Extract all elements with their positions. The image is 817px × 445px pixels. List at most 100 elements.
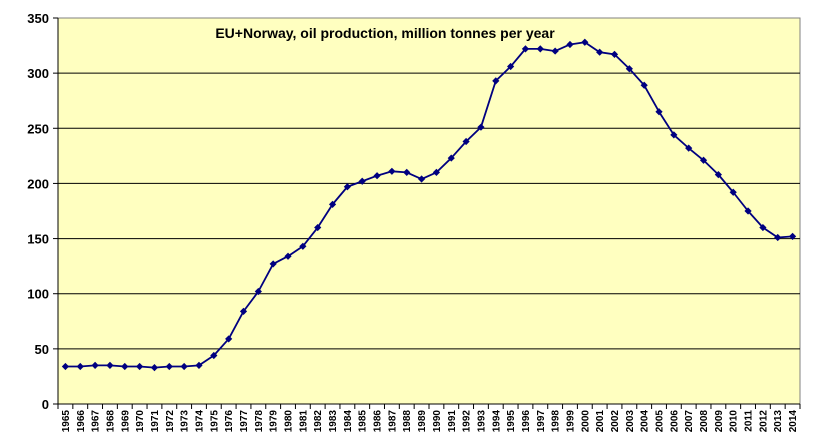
x-tick-label-2007: 2007 [684,410,695,433]
y-tick-label-250: 250 [27,121,49,136]
data-point-1976 [225,335,233,343]
data-point-1979 [269,260,277,268]
chart-title: EU+Norway, oil production, million tonne… [215,25,555,41]
data-point-1992 [462,137,470,146]
x-tick-label-1994: 1994 [491,410,502,433]
y-tick-label-200: 200 [27,176,49,191]
data-point-1980 [284,252,292,260]
data-point-1990 [432,168,441,176]
x-tick-label-1973: 1973 [180,410,191,433]
data-point-2005 [655,108,663,116]
x-tick-label-2010: 2010 [729,410,740,433]
data-point-1987 [388,167,396,175]
x-tick-label-1981: 1981 [298,410,309,433]
data-point-1974 [195,361,203,369]
data-point-1982 [314,223,322,232]
x-tick-label-2014: 2014 [788,410,799,433]
data-point-1997 [536,45,544,53]
data-point-1972 [165,362,173,371]
x-tick-label-1987: 1987 [387,410,398,433]
y-tick-label-100: 100 [27,287,49,302]
x-tick-label-1995: 1995 [506,410,517,433]
data-point-1966 [76,362,84,371]
y-tick-label-350: 350 [27,11,49,26]
data-point-2002 [610,50,619,58]
data-point-1968 [106,361,114,369]
data-point-1998 [551,47,559,55]
y-axis-ticks: 0 50 100 150 200 250 300 350 [27,11,58,412]
x-tick-label-2004: 2004 [640,410,651,433]
x-tick-label-2005: 2005 [655,410,666,433]
data-point-1965 [61,362,70,371]
data-point-1971 [150,364,159,372]
data-point-1999 [566,40,574,49]
x-tick-label-1965: 1965 [61,410,72,433]
data-point-1981 [299,242,307,250]
x-tick-label-1984: 1984 [343,410,354,433]
x-axis-ticks: 1965 1966 1967 1968 1969 1970 1971 1972 1973 1974… [57,404,801,433]
x-tick-label-1999: 1999 [565,410,576,433]
data-point-1988 [403,168,411,176]
x-tick-label-1997: 1997 [536,410,547,433]
y-tick-label-50: 50 [35,342,49,357]
data-point-2001 [596,48,604,56]
data-point-1996 [521,45,530,53]
x-tick-label-1975: 1975 [209,410,220,433]
x-tick-label-2009: 2009 [714,410,725,433]
x-tick-label-2003: 2003 [625,410,636,433]
x-tick-label-1985: 1985 [358,410,369,433]
data-point-1969 [121,362,129,371]
data-point-1991 [447,154,455,162]
x-tick-label-1998: 1998 [551,410,562,433]
x-tick-label-1989: 1989 [417,410,428,433]
data-point-2012 [759,223,767,232]
data-point-2004 [640,81,648,89]
gridlines [57,18,800,405]
x-tick-label-2011: 2011 [744,410,755,432]
x-tick-label-1996: 1996 [521,410,532,433]
x-tick-label-1978: 1978 [254,410,265,433]
x-tick-label-2013: 2013 [773,410,784,433]
x-tick-label-1977: 1977 [239,410,250,433]
data-point-1993 [477,123,485,131]
x-tick-label-1972: 1972 [165,410,176,433]
data-point-2011 [744,207,752,215]
x-tick-label-1968: 1968 [105,410,116,433]
x-tick-label-2001: 2001 [595,410,606,433]
x-tick-label-2002: 2002 [610,410,621,433]
x-tick-label-1993: 1993 [476,410,487,433]
data-point-1970 [136,362,144,371]
data-point-2000 [581,38,589,46]
x-tick-label-1971: 1971 [150,410,161,433]
x-tick-label-1983: 1983 [328,410,339,433]
data-point-2014 [788,232,797,240]
x-tick-label-2012: 2012 [758,410,769,433]
x-tick-label-1986: 1986 [373,410,384,433]
data-point-2006 [670,131,678,139]
y-tick-label-300: 300 [27,66,49,81]
data-point-1975 [210,351,218,360]
x-tick-label-1967: 1967 [91,410,102,433]
data-point-2008 [699,156,708,164]
data-point-2003 [625,65,633,73]
data-point-1989 [417,175,426,183]
data-point-1973 [180,362,188,371]
data-point-1983 [328,200,337,208]
data-point-1984 [343,183,351,191]
x-tick-label-1992: 1992 [462,410,473,433]
plot-area [57,17,801,405]
x-tick-label-1988: 1988 [402,410,413,433]
data-point-1995 [507,62,515,71]
data-point-2007 [685,144,693,152]
x-tick-label-1991: 1991 [447,410,458,433]
x-tick-label-1970: 1970 [135,410,146,433]
data-point-2010 [729,188,737,196]
x-tick-label-1969: 1969 [120,410,131,433]
data-point-2013 [774,233,782,242]
data-point-1985 [358,177,366,185]
data-point-1977 [239,307,248,315]
data-point-1978 [254,287,262,296]
series-group [61,38,797,372]
